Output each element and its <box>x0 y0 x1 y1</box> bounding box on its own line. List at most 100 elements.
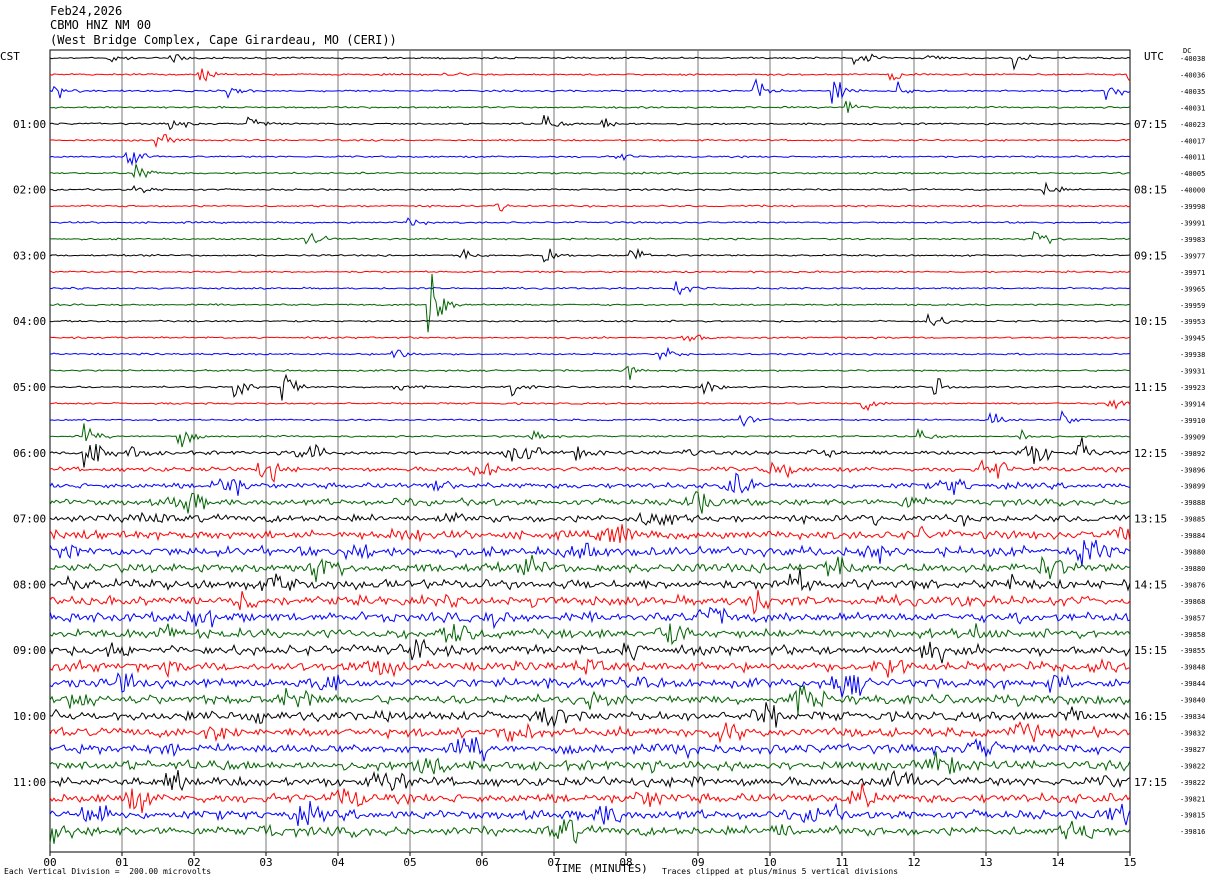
dc-offset-label: -40011 <box>1180 154 1205 162</box>
dc-offset-label: -39977 <box>1180 252 1205 260</box>
dc-offset-label: -40023 <box>1180 121 1205 129</box>
right-hour-label: 14:15 <box>1134 578 1167 591</box>
x-tick-label: 08 <box>619 856 632 869</box>
dc-offset-label: -39822 <box>1180 779 1205 787</box>
dc-offset-label: -39840 <box>1180 697 1205 705</box>
dc-offset-label: -39998 <box>1180 203 1205 211</box>
dc-offset-label: -39884 <box>1180 532 1205 540</box>
dc-offset-label: -39892 <box>1180 450 1205 458</box>
right-hour-label: 08:15 <box>1134 184 1167 197</box>
dc-offset-label: -39827 <box>1180 746 1205 754</box>
x-tick-label: 05 <box>403 856 416 869</box>
left-hour-label: 08:00 <box>13 578 46 591</box>
left-hour-label: 11:00 <box>13 776 46 789</box>
trace-row <box>49 281 1131 296</box>
x-tick-label: 01 <box>115 856 128 869</box>
dc-offset-label: -39945 <box>1180 335 1205 343</box>
left-hour-label: 02:00 <box>13 184 46 197</box>
right-timezone-label: UTC <box>1144 50 1164 63</box>
right-hour-label: 09:15 <box>1134 249 1167 262</box>
dc-offset-label: -39848 <box>1180 664 1205 672</box>
dc-offset-label: -39844 <box>1180 680 1205 688</box>
trace-row <box>49 623 1131 646</box>
left-timezone-label: CST <box>0 50 20 63</box>
dc-offset-label: -39959 <box>1180 302 1205 310</box>
dc-offset-label: -40005 <box>1180 170 1205 178</box>
dc-offset-label: -39822 <box>1180 762 1205 770</box>
left-hour-label: 09:00 <box>13 644 46 657</box>
trace-row <box>49 685 1131 715</box>
trace-row <box>49 524 1131 543</box>
left-hour-label: 04:00 <box>13 315 46 328</box>
right-hour-label: 13:15 <box>1134 513 1167 526</box>
header-date: Feb24,2026 <box>50 4 123 18</box>
trace-row <box>49 472 1131 496</box>
trace-row <box>50 769 1131 792</box>
trace-row <box>49 217 1131 226</box>
dc-offset-label: -39914 <box>1180 400 1205 408</box>
dc-offset-label: -39834 <box>1180 713 1205 721</box>
trace-row <box>49 459 1131 483</box>
x-tick-label: 10 <box>763 856 776 869</box>
scale-note: Each Vertical Division = 200.00 microvol… <box>4 867 212 876</box>
trace-row <box>49 423 1131 448</box>
dc-offset-label: -39880 <box>1180 549 1205 557</box>
trace-row <box>49 68 1131 82</box>
trace-row <box>49 100 1131 113</box>
clip-note: Traces clipped at plus/minus 5 vertical … <box>662 867 899 876</box>
dc-offset-label: -39816 <box>1180 828 1205 836</box>
trace-row <box>49 800 1131 826</box>
trace-row <box>49 702 1131 729</box>
trace-row <box>49 437 1131 468</box>
trace-row <box>49 410 1131 427</box>
trace-row <box>50 230 1131 245</box>
dc-offset-label: -39953 <box>1180 318 1205 326</box>
x-tick-label: 11 <box>835 856 848 869</box>
header-location: (West Bridge Complex, Cape Girardeau, MO… <box>50 33 397 47</box>
trace-row <box>49 751 1131 775</box>
trace-row <box>49 334 1131 343</box>
dc-offset-label: -39888 <box>1180 499 1205 507</box>
right-hour-label: 16:15 <box>1134 710 1167 723</box>
trace-row <box>49 203 1131 212</box>
dc-offset-label: -39880 <box>1180 565 1205 573</box>
trace-row <box>49 491 1131 514</box>
trace-row <box>49 511 1131 527</box>
trace-row <box>49 720 1131 744</box>
x-tick-label: 03 <box>259 856 272 869</box>
trace-row <box>49 164 1131 179</box>
left-hour-label: 03:00 <box>13 249 46 262</box>
dc-offset-label: -39858 <box>1180 631 1205 639</box>
trace-row <box>49 77 1131 104</box>
trace-row <box>49 151 1131 167</box>
dc-offset-label: -39832 <box>1180 729 1205 737</box>
dc-offset-label: -39965 <box>1180 285 1205 293</box>
dc-offset-label: -39876 <box>1180 581 1205 589</box>
right-hour-label: 15:15 <box>1134 644 1167 657</box>
dc-offset-label: -39910 <box>1180 417 1205 425</box>
x-tick-label: 12 <box>907 856 920 869</box>
dc-offset-label: -40035 <box>1180 88 1205 96</box>
dc-offset-label: -39896 <box>1180 466 1205 474</box>
trace-row <box>49 114 1130 131</box>
trace-row <box>49 638 1131 664</box>
trace-row <box>49 554 1131 583</box>
trace-row <box>49 783 1131 814</box>
trace-row <box>49 346 1131 361</box>
dc-offset-label: -39971 <box>1180 269 1205 277</box>
x-tick-label: 07 <box>547 856 560 869</box>
header-station: CBMO HNZ NM 00 <box>50 18 152 32</box>
x-tick-label: 06 <box>475 856 488 869</box>
right-hour-label: 11:15 <box>1134 381 1167 394</box>
trace-row <box>49 312 1131 327</box>
dc-offset-label: -39899 <box>1180 483 1205 491</box>
dc-offset-label: -39821 <box>1180 795 1205 803</box>
dc-offset-label: -40038 <box>1180 55 1205 63</box>
trace-row <box>49 819 1131 845</box>
trace-row <box>49 736 1131 762</box>
right-hour-label: 12:15 <box>1134 447 1167 460</box>
dc-offset-label: -39931 <box>1180 368 1205 376</box>
trace-row <box>49 672 1131 698</box>
x-tick-label: 04 <box>331 856 345 869</box>
